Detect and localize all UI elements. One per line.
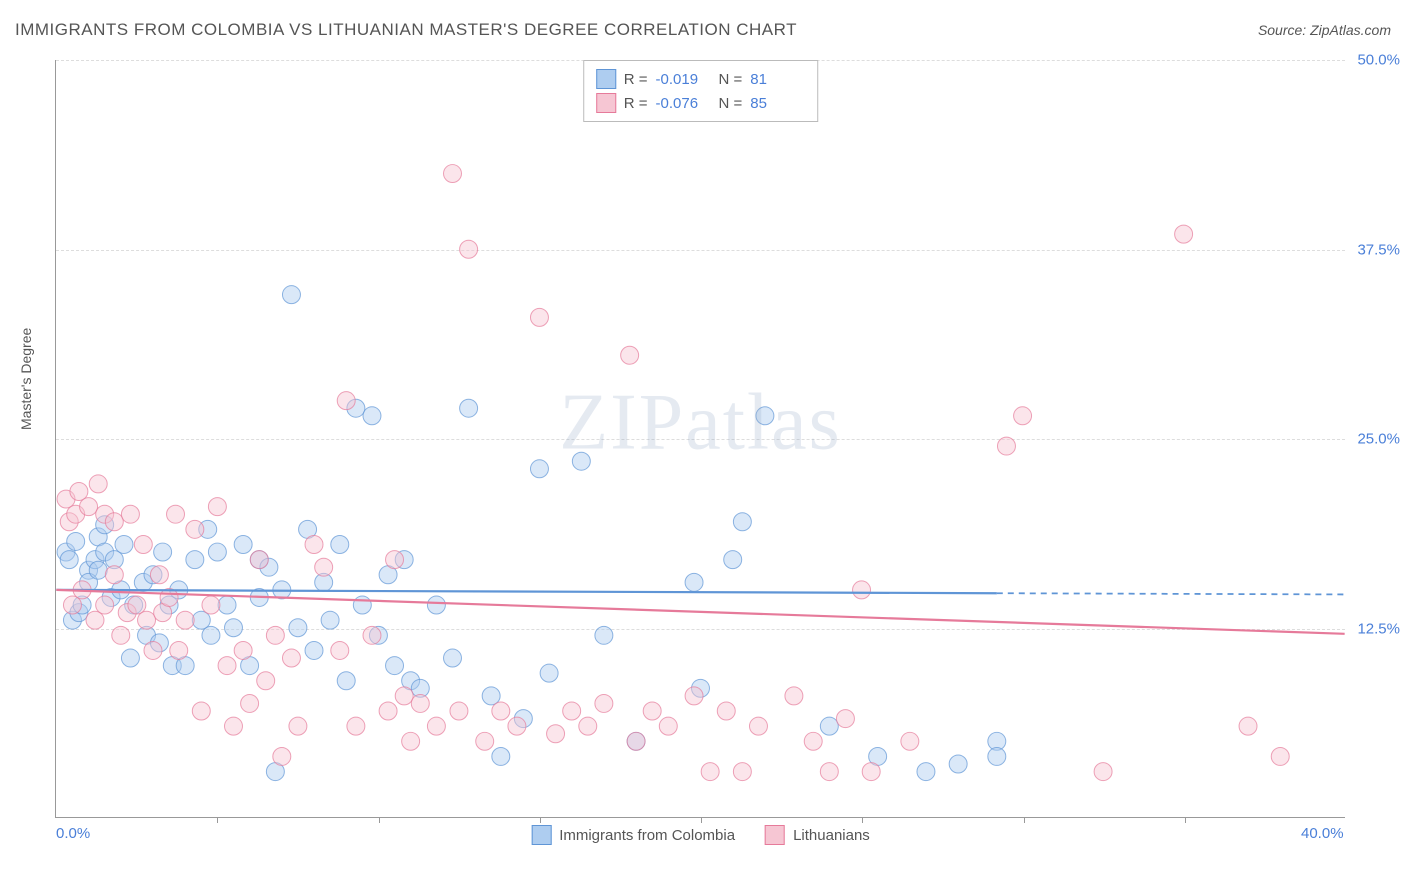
legend-item: Lithuanians — [765, 825, 870, 845]
plot-area: ZIPatlas R = -0.019 N = 81 R = -0.076 N … — [55, 60, 1345, 818]
r-value: -0.019 — [656, 71, 711, 88]
y-tick-label: 50.0% — [1350, 52, 1400, 69]
x-tick-mark — [540, 817, 541, 823]
x-tick-mark — [1024, 817, 1025, 823]
r-value: -0.076 — [656, 95, 711, 112]
x-tick-mark — [379, 817, 380, 823]
legend-swatch-icon — [765, 825, 785, 845]
legend-label: Lithuanians — [793, 827, 870, 844]
trend-line-dashed — [997, 593, 1345, 594]
n-label: N = — [719, 71, 743, 88]
trend-line — [56, 590, 996, 593]
x-tick-mark — [701, 817, 702, 823]
title-bar: IMMIGRANTS FROM COLOMBIA VS LITHUANIAN M… — [15, 20, 1391, 40]
trend-line — [56, 590, 1344, 634]
x-tick-mark — [862, 817, 863, 823]
x-tick-mark — [1185, 817, 1186, 823]
n-value: 85 — [750, 95, 805, 112]
legend-swatch-icon — [596, 93, 616, 113]
legend-stats-row: R = -0.019 N = 81 — [596, 67, 806, 91]
x-tick-mark — [217, 817, 218, 823]
legend-swatch-icon — [531, 825, 551, 845]
legend-label: Immigrants from Colombia — [559, 827, 735, 844]
source-attribution: Source: ZipAtlas.com — [1258, 22, 1391, 38]
y-tick-label: 37.5% — [1350, 241, 1400, 258]
y-tick-label: 12.5% — [1350, 620, 1400, 637]
y-axis-label: Master's Degree — [18, 328, 34, 430]
legend-bottom: Immigrants from Colombia Lithuanians — [531, 825, 870, 845]
n-value: 81 — [750, 71, 805, 88]
x-tick-label: 40.0% — [1301, 825, 1344, 842]
legend-item: Immigrants from Colombia — [531, 825, 735, 845]
n-label: N = — [719, 95, 743, 112]
y-tick-label: 25.0% — [1350, 431, 1400, 448]
legend-stats-row: R = -0.076 N = 85 — [596, 91, 806, 115]
r-label: R = — [624, 95, 648, 112]
legend-stats: R = -0.019 N = 81 R = -0.076 N = 85 — [583, 60, 819, 122]
legend-swatch-icon — [596, 69, 616, 89]
x-tick-label: 0.0% — [56, 825, 90, 842]
trend-lines-svg — [56, 60, 1345, 817]
r-label: R = — [624, 71, 648, 88]
chart-title: IMMIGRANTS FROM COLOMBIA VS LITHUANIAN M… — [15, 20, 797, 40]
